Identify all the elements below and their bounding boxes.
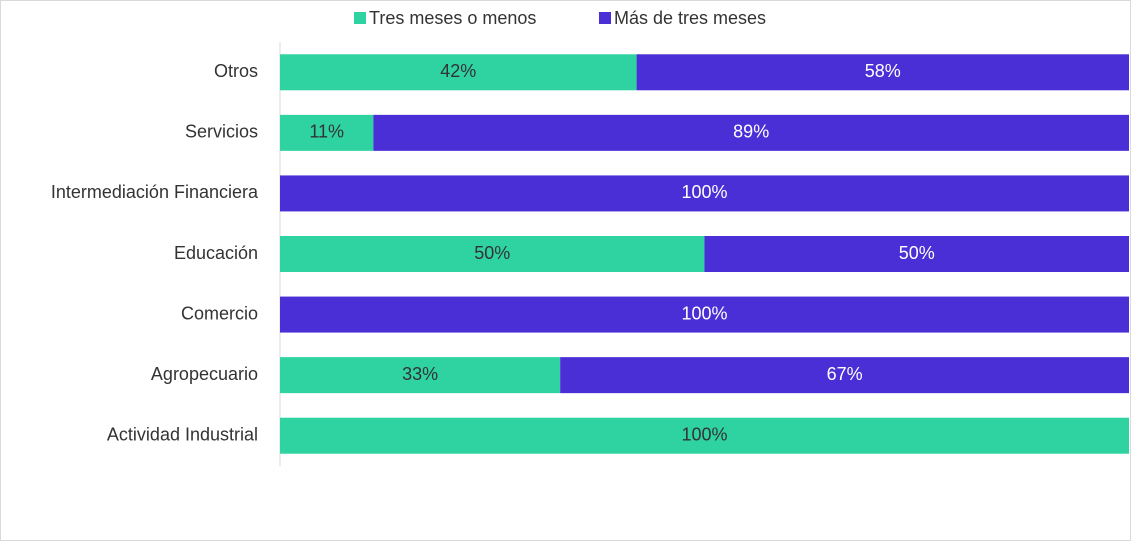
data-label: 50%: [899, 243, 935, 263]
y-tick-label: Intermediación Financiera: [51, 182, 259, 202]
data-label: 100%: [681, 182, 727, 202]
y-tick-label: Otros: [214, 61, 258, 81]
bar-segment: [636, 54, 1129, 91]
legend-label: Tres meses o menos: [369, 8, 536, 28]
data-label: 58%: [865, 61, 901, 81]
bar-segment: [280, 114, 374, 151]
y-tick-label: Comercio: [181, 303, 258, 323]
y-tick-label: Agropecuario: [151, 364, 258, 384]
y-tick-label: Actividad Industrial: [107, 424, 258, 444]
bar-segment: [280, 175, 1129, 212]
bar-segment: [560, 357, 1129, 394]
bar-segment: [280, 357, 561, 394]
data-label: 67%: [827, 364, 863, 384]
bar-segment: [704, 236, 1129, 272]
data-label: 33%: [402, 364, 438, 384]
y-tick-label: Educación: [174, 243, 258, 263]
bar-segment: [280, 236, 705, 272]
data-label: 89%: [733, 122, 769, 142]
bar-segment: [280, 417, 1129, 454]
legend-swatch: [599, 12, 611, 24]
bar-segment: [373, 114, 1129, 151]
data-label: 50%: [474, 243, 510, 263]
y-tick-label: Servicios: [185, 122, 258, 142]
legend-swatch: [354, 12, 366, 24]
data-label: 100%: [681, 303, 727, 323]
data-label: 100%: [681, 424, 727, 444]
legend-label: Más de tres meses: [614, 8, 766, 28]
bar-segment: [280, 296, 1129, 333]
data-label: 11%: [309, 122, 344, 142]
bar-segment: [280, 54, 637, 91]
data-label: 42%: [440, 61, 476, 81]
